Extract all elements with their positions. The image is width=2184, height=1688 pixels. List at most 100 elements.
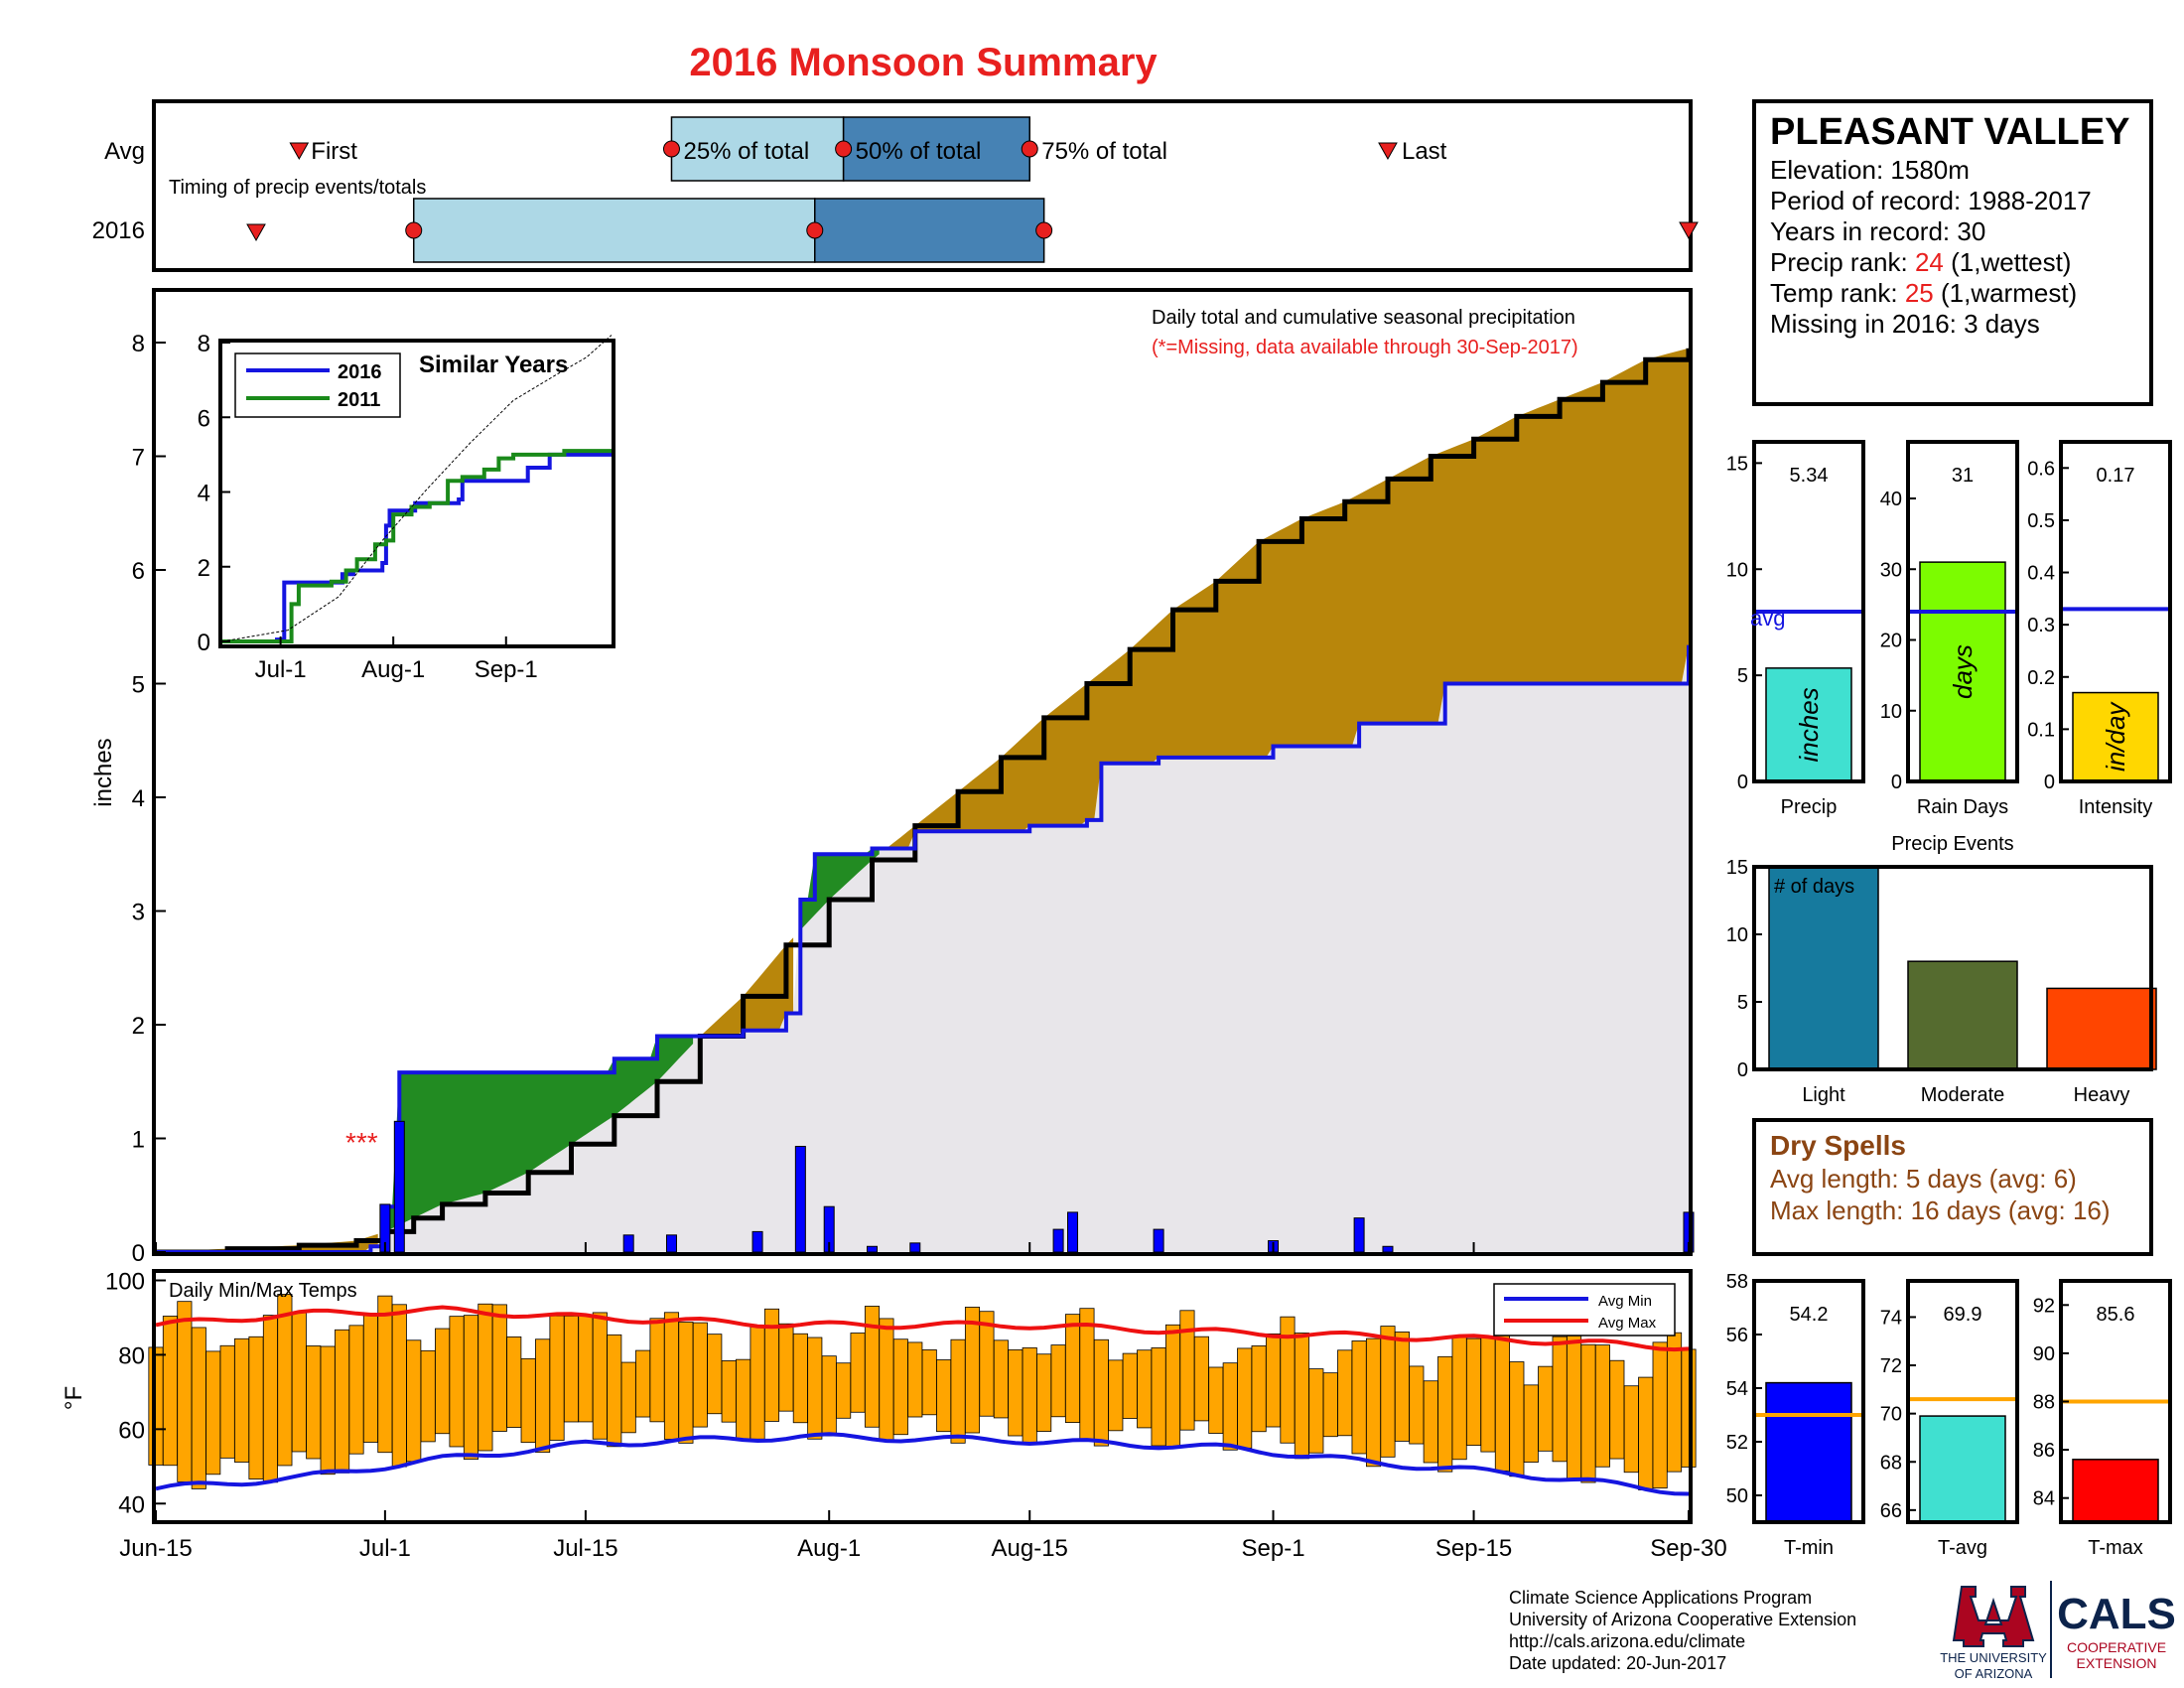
panel-tick-label: 0.1 <box>2027 719 2055 741</box>
panel-tick-label: 52 <box>1726 1432 1748 1454</box>
footer-line3: http://cals.arizona.edu/climate <box>1509 1631 1745 1651</box>
station-name: PLEASANT VALLEY <box>1770 111 2129 153</box>
area-above-average <box>384 1036 694 1232</box>
inset-line-avg <box>221 335 613 642</box>
panel-value-text: 85.6 <box>2097 1304 2135 1326</box>
daily-temp-bar <box>1451 1336 1467 1461</box>
daily-temp-bar <box>1337 1349 1353 1437</box>
daily-temp-bar <box>1164 1324 1181 1448</box>
panel-value-bar <box>1919 1415 2006 1523</box>
events-bar <box>1907 960 2018 1070</box>
area-below-average <box>700 937 794 1037</box>
panel-tick-label: 0 <box>2044 772 2055 793</box>
daily-temp-bar <box>277 1294 293 1467</box>
panel-unit-label: in/day <box>2101 701 2130 772</box>
daily-temp-bar <box>821 1355 837 1437</box>
panel-label: Rain Days <box>1917 796 2008 818</box>
daily-temp-bar <box>1638 1376 1654 1490</box>
events-category-label: Heavy <box>2074 1084 2130 1106</box>
daily-temp-bar <box>335 1329 350 1474</box>
panel-tick-label: 88 <box>2033 1392 2055 1414</box>
dry-spells-avg: Avg length: 5 days (avg: 6) <box>1770 1164 2077 1194</box>
panel-avg-label: avg <box>1750 606 1785 631</box>
panel-label: T-avg <box>1938 1537 1987 1559</box>
inset-legend-box <box>234 352 401 418</box>
daily-temp-bar <box>778 1323 794 1412</box>
daily-temp-bar <box>578 1315 594 1423</box>
x-axis-ticks: Jun-15 Jul-1 Jul-15 Aug-1 Aug-15 Sep-1 Sep-15 S… <box>119 1242 1727 1562</box>
daily-temp-bar <box>1494 1335 1510 1472</box>
dry-spells-max: Max length: 16 days (avg: 16) <box>1770 1196 2111 1225</box>
inset-title: Similar Years <box>419 352 568 378</box>
timing-p25-label: 25% of total <box>683 138 809 165</box>
daily-temp-bar <box>435 1328 451 1435</box>
temp-legend-min: Avg Min <box>1598 1293 1652 1310</box>
daily-temp-bar <box>377 1295 393 1454</box>
daily-temp-bar <box>506 1336 522 1428</box>
main-y-tick-label: 5 <box>132 672 145 699</box>
daily-temp-bar <box>1394 1332 1410 1442</box>
timing-last-label: Last <box>1402 138 1447 165</box>
temp-plot-frame <box>152 1269 1693 1524</box>
daily-temp-bar <box>750 1325 765 1440</box>
daily-temp-bar <box>907 1341 923 1418</box>
daily-temp-bar <box>420 1349 436 1443</box>
daily-temp-bar <box>1308 1368 1324 1454</box>
figure-title: 2016 Monsoon Summary <box>689 41 1158 84</box>
panel-tick-label: 0.5 <box>2027 510 2055 532</box>
daily-temp-bar <box>964 1307 981 1434</box>
panel-tick-label: 10 <box>1880 701 1902 723</box>
temp-title: Daily Min/Max Temps <box>169 1280 357 1302</box>
panel-tick-label: 58 <box>1726 1271 1748 1293</box>
dry-spells-title: Dry Spells <box>1770 1130 1906 1161</box>
summary-panels: 5.34 0 5 10 15 Precip inches avg 31 0 10 20 30 40 Rain… <box>1726 440 2172 1559</box>
daily-temp-bar <box>1609 1359 1625 1460</box>
daily-temp-bar <box>607 1334 622 1448</box>
x-tick-label: Jul-15 <box>553 1535 617 1562</box>
cals-text: CALS <box>2057 1590 2176 1638</box>
daily-temp-bar <box>1294 1333 1309 1460</box>
missing-marker: *** <box>345 1127 378 1158</box>
year-p50-marker <box>806 221 824 239</box>
daily-precip-bar <box>665 1234 677 1253</box>
panel-unit-label: days <box>1948 644 1978 699</box>
inset-legend-2016: 2016 <box>338 361 382 383</box>
panel-value-text: 31 <box>1952 465 1974 487</box>
daily-temp-bar <box>1151 1346 1166 1447</box>
temp-y-tick-label: 80 <box>118 1342 145 1369</box>
daily-temp-bar <box>1380 1326 1396 1458</box>
panel-tick-label: 10 <box>1726 559 1748 581</box>
panel-tick-label: 0 <box>1891 772 1902 793</box>
daily-precip-bar <box>1353 1217 1365 1253</box>
timing-p50-label: 50% of total <box>856 138 982 165</box>
daily-temp-bar <box>592 1312 608 1440</box>
x-tick-label: Sep-15 <box>1435 1535 1512 1562</box>
daily-temp-bar <box>1137 1349 1153 1429</box>
precip-rank-label: Precip rank: <box>1770 247 1915 277</box>
inset-ticks: 0 2 4 6 8 Jul-1 Aug-1 Sep-1 <box>198 331 538 683</box>
daily-temp-bar <box>678 1322 694 1444</box>
footer: Climate Science Applications Program Uni… <box>1509 1581 2176 1681</box>
daily-temp-bar <box>191 1327 206 1489</box>
daily-temp-bar <box>306 1345 322 1460</box>
daily-precip-bar <box>393 1120 405 1253</box>
timing-first-label: First <box>311 138 357 165</box>
daily-precip-bar <box>794 1146 806 1253</box>
year-first-marker <box>246 223 266 242</box>
daily-temp-bar <box>721 1360 737 1423</box>
daily-temp-bar <box>535 1338 551 1453</box>
daily-temp-bar <box>1652 1341 1668 1489</box>
panel-tick-label: 72 <box>1880 1355 1902 1377</box>
panel-tick-label: 0.2 <box>2027 667 2055 689</box>
line-average-cumulative <box>156 348 1692 1255</box>
temp-legend-max: Avg Max <box>1598 1315 1657 1332</box>
avg-p75-marker <box>1021 140 1038 158</box>
daily-temp-bar <box>391 1304 407 1468</box>
temp-y-tick-label: 40 <box>118 1491 145 1518</box>
dry-spells-frame <box>1752 1118 2153 1256</box>
temp-rank-note: (1,warmest) <box>1934 278 2077 308</box>
avg-p50-marker <box>835 140 853 158</box>
daily-temp-bar <box>663 1312 680 1440</box>
line-2016-cumulative <box>156 644 1691 1254</box>
